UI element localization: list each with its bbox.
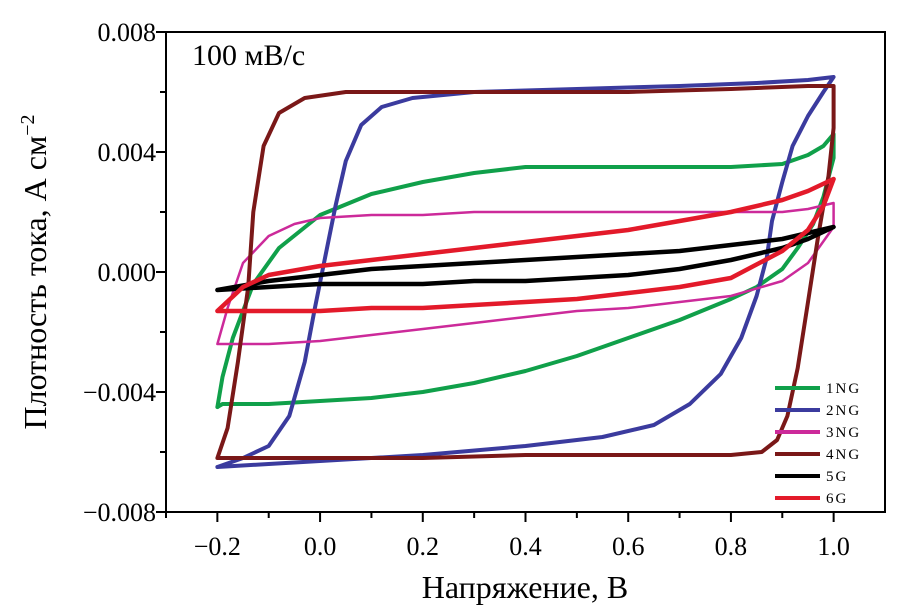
- y-tick-label: −0.008: [83, 498, 156, 527]
- series-4ng-line: [215, 84, 836, 460]
- y-tick-label: −0.004: [83, 378, 156, 407]
- legend-label: 5G: [826, 469, 848, 485]
- x-axis-title: Напряжение, В: [422, 569, 628, 605]
- x-tick-label: 0.8: [715, 532, 748, 561]
- axes-layer: −0.2 0.0 0.2 0.4 0.6 0.8 1.0 0.008 0.004 0.000 −0.…: [83, 18, 850, 561]
- y-tick-label: 0.004: [98, 138, 157, 167]
- x-tick-label: 0.0: [304, 532, 337, 561]
- series-6g-line: [215, 176, 836, 314]
- legend: 1NG 2NG 3NG 4NG 5G 6G: [775, 381, 861, 507]
- x-tick-label: 0.4: [509, 532, 542, 561]
- legend-label: 1NG: [826, 381, 861, 397]
- y-tick-label: 0.008: [98, 18, 157, 47]
- x-tick-label: −0.2: [194, 532, 241, 561]
- legend-label: 3NG: [826, 425, 861, 441]
- series-5g-line: [215, 224, 836, 293]
- legend-label: 6G: [826, 491, 848, 507]
- y-axis-title-sup: −2: [17, 114, 39, 135]
- x-tick-label: 0.2: [407, 532, 440, 561]
- x-tick-label: 0.6: [612, 532, 645, 561]
- series-layer: [215, 75, 836, 469]
- y-axis-title-main: Плотность тока, А см: [17, 136, 53, 430]
- x-tick-label: 1.0: [817, 532, 850, 561]
- y-axis-title: Плотность тока, А см−2: [17, 114, 53, 429]
- series-1ng-line: [215, 132, 836, 409]
- y-tick-label: 0.000: [98, 258, 157, 287]
- legend-label: 2NG: [826, 403, 861, 419]
- rate-annotation: 100 мВ/с: [192, 39, 305, 72]
- legend-label: 4NG: [826, 447, 861, 463]
